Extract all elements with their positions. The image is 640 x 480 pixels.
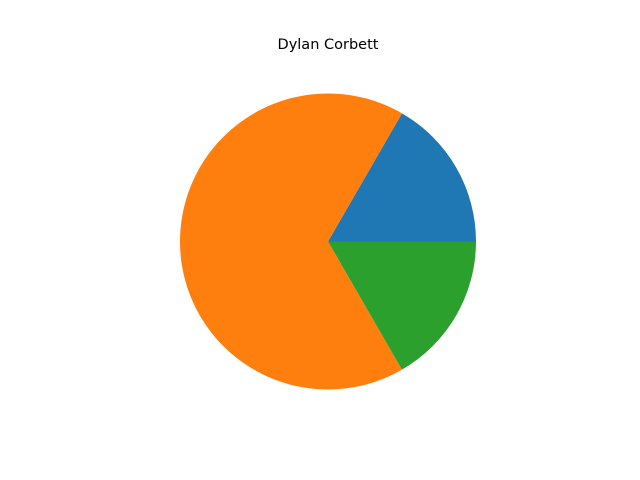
pie-slices — [180, 93, 476, 390]
pie-slice-1 — [328, 113, 476, 242]
pie-slice-2 — [180, 93, 402, 390]
pie-slice-3 — [328, 241, 476, 370]
chart-title: Dylan Corbett — [278, 37, 379, 53]
